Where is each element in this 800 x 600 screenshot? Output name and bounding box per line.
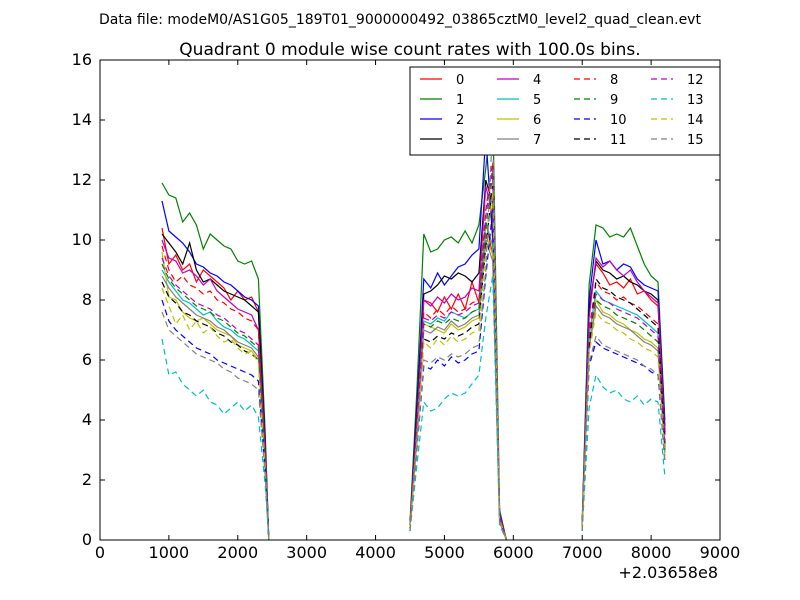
x-tick-label: 0 [95,543,105,562]
series-1-line [581,224,666,523]
x-offset-label: +2.03658e8 [618,563,718,582]
legend-label: 8 [610,73,618,88]
legend-label: 9 [610,93,618,108]
series-8-line [581,280,666,529]
y-tick-label: 8 [82,290,92,309]
y-tick-label: 14 [72,110,92,129]
x-tick-label: 9000 [700,543,741,562]
series-4-line [161,239,270,541]
series-3-line [161,233,270,541]
chart-title: Quadrant 0 module wise count rates with … [179,40,640,60]
series-13-line [161,338,270,541]
series-0-line [409,221,507,541]
series-5-line [581,289,666,529]
legend-label: 12 [687,73,704,88]
series-2-line [161,200,270,541]
x-tick-label: 6000 [493,543,534,562]
legend-label: 13 [687,93,704,108]
y-tick-label: 10 [72,230,92,249]
x-axis: 0 1000 2000 3000 4000 5000 6000 7000 8000 9000 [95,60,740,562]
x-tick-label: 5000 [424,543,465,562]
series-15-line [581,334,666,532]
series-1-line [161,182,270,541]
legend-label: 1 [456,93,464,108]
y-tick-label: 4 [82,410,92,429]
series-5-line [161,269,270,541]
series-6-line [409,233,507,541]
series-6-line [161,251,270,541]
x-tick-label: 7000 [562,543,603,562]
legend-label: 14 [687,113,704,128]
legend-label: 15 [687,133,704,148]
x-tick-label: 2000 [217,543,258,562]
series-14-line [581,310,666,529]
series-4-line [581,256,666,526]
series-5-line [409,221,507,541]
legend-label: 11 [610,133,627,148]
legend-label: 7 [533,133,541,148]
series-12-line [161,257,270,541]
y-tick-label: 16 [72,50,92,69]
series-2-line [581,239,666,526]
figure-suptitle: Data file: modeM0/AS1G05_189T01_90000004… [99,12,701,28]
legend-label: 5 [533,93,541,108]
series-13-line [409,275,507,541]
legend-label: 10 [610,113,627,128]
series-7-line [161,275,270,541]
x-tick-label: 3000 [286,543,327,562]
series-7-line [581,304,666,529]
series-12-line [409,167,507,541]
y-tick-label: 0 [82,530,92,549]
x-tick-label: 8000 [631,543,672,562]
series-8-line [161,245,270,541]
series-11-line [581,277,666,529]
series-13-line [581,373,666,532]
series-15-line [161,311,270,541]
series-10-line [409,209,507,541]
x-tick-label: 4000 [355,543,396,562]
series-14-line [161,287,270,541]
series-7-line [409,239,507,541]
series-12-line [581,292,666,529]
series-15-line [409,125,507,541]
series-10-line [161,299,270,541]
series-9-line [581,298,666,529]
legend-label: 6 [533,113,541,128]
series-6-line [581,298,666,529]
y-tick-label: 2 [82,470,92,489]
plot-lines [161,101,666,541]
series-9-line [161,263,270,541]
x-tick-label: 1000 [149,543,190,562]
legend-label: 2 [456,113,464,128]
legend-label: 0 [456,73,464,88]
y-tick-label: 6 [82,350,92,369]
series-9-line [409,173,507,541]
series-10-line [581,340,666,532]
legend-label: 3 [456,133,464,148]
legend-box [409,66,721,156]
y-tick-label: 12 [72,170,92,189]
series-11-line [409,185,507,541]
legend-label: 4 [533,73,541,88]
